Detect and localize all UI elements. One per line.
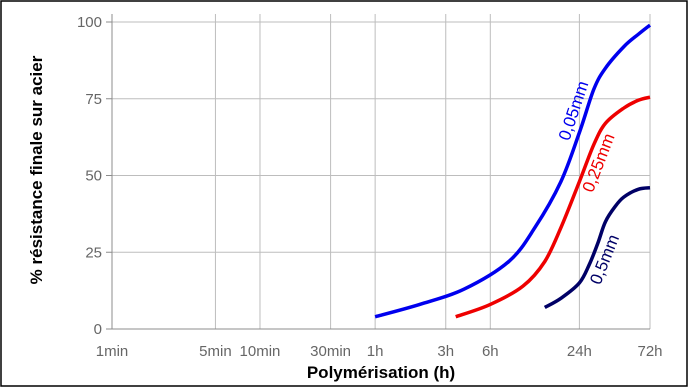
y-gridlines [106,21,650,330]
x-tick-label-10min: 10min [240,343,281,360]
y-tick-label-75: 75 [85,91,102,108]
x-tick-label-5min: 5min [199,343,232,360]
x-tick-label-3h: 3h [437,343,454,360]
y-tick-label-0: 0 [94,321,102,338]
x-tick-label-1min: 1min [96,343,129,360]
series-line-0-25mm [455,95,651,319]
x-tick-label-1h: 1h [367,343,384,360]
y-tick-labels: 0 25 50 75 100 [77,14,102,338]
y-tick-label-25: 25 [85,244,102,261]
x-tick-label-24h: 24h [567,343,592,360]
y-tick-label-50: 50 [85,168,102,185]
x-axis-title: Polymérisation (h) [307,363,455,382]
x-tick-labels: 1min 5min 10min 30min 1h 3h 6h 24h 72h [96,343,663,360]
series-line-0-5mm [543,186,651,310]
x-gridlines [214,14,651,329]
x-tick-label-30min: 30min [310,343,351,360]
x-tick-label-6h: 6h [482,343,499,360]
y-axis-title: % résistance finale sur acier [27,55,46,284]
y-tick-label-100: 100 [77,14,102,31]
series-lines [374,23,652,319]
series-line-0-05mm [374,23,652,319]
x-tick-label-72h: 72h [637,343,662,360]
